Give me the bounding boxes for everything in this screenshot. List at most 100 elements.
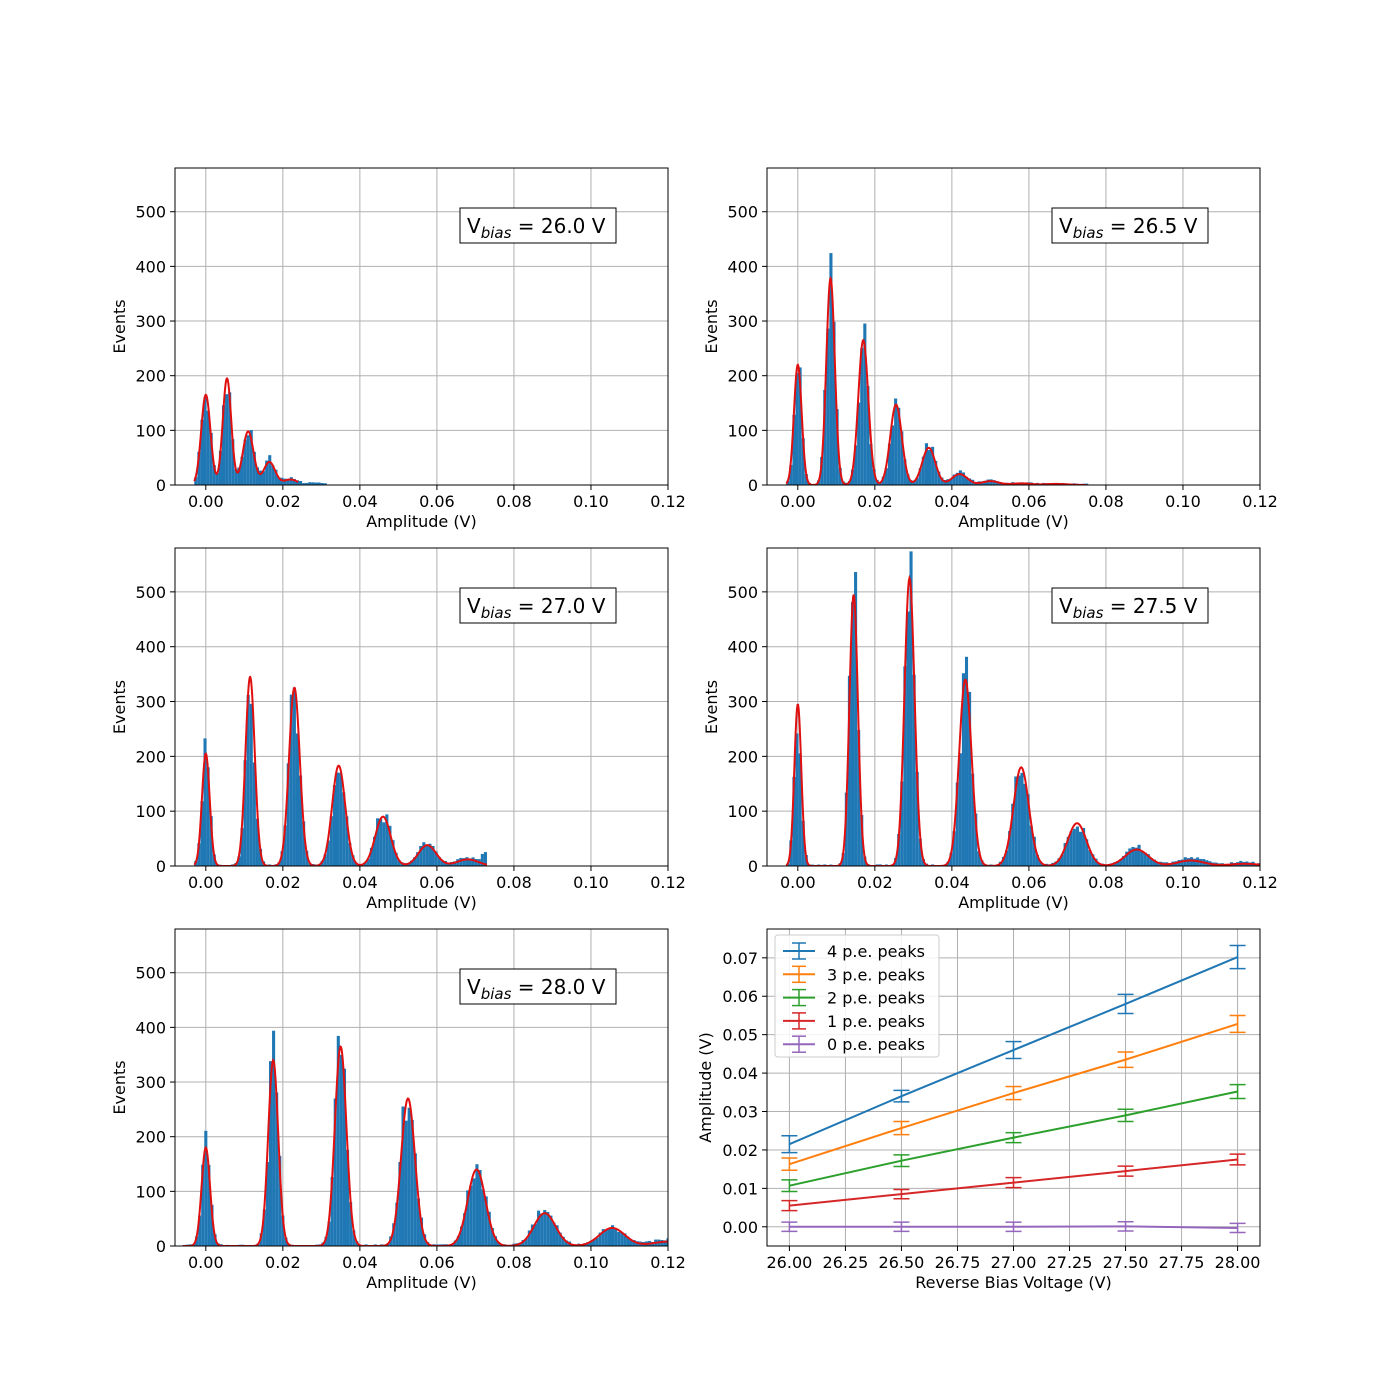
- histogram-bar: [271, 465, 275, 485]
- series-3: [781, 1153, 1246, 1212]
- histogram-bar: [228, 392, 232, 485]
- plot-area: [182, 1030, 668, 1246]
- histogram-bar: [1060, 854, 1064, 866]
- histogram-bar: [299, 481, 303, 485]
- histogram-bar: [376, 818, 380, 866]
- x-axis-label: Amplitude (V): [366, 1273, 477, 1292]
- histogram-bar: [262, 1209, 266, 1246]
- error-bar: [893, 1221, 910, 1233]
- histogram-bar: [626, 1236, 630, 1246]
- histogram-bar: [308, 482, 312, 485]
- histogram-bar: [416, 1198, 420, 1246]
- y-tick-label: 0.07: [722, 949, 758, 968]
- histogram-bar: [206, 767, 210, 866]
- histogram-bar: [207, 1164, 211, 1246]
- histogram-bar: [841, 852, 845, 866]
- bias-annotation: Vbias = 28.0 V: [459, 968, 617, 1005]
- histogram-bar: [1192, 858, 1197, 866]
- histogram-bar: [469, 1185, 473, 1246]
- histogram-bar: [555, 1225, 559, 1246]
- error-bar: [893, 1120, 910, 1136]
- histogram-bar: [804, 474, 808, 485]
- histogram-bar: [561, 1236, 565, 1246]
- histogram-bar: [231, 439, 235, 485]
- histogram-bar: [302, 821, 306, 866]
- x-tick-label: 0.06: [419, 1253, 455, 1272]
- legend-entry: 0 p.e. peaks: [783, 1035, 925, 1054]
- histogram-bar: [1140, 851, 1144, 866]
- y-tick-label: 400: [135, 638, 166, 657]
- histogram-bar: [1035, 854, 1039, 866]
- x-tick-label: 27.25: [1047, 1253, 1093, 1272]
- histogram-bar: [198, 1215, 202, 1246]
- histogram-bar: [1119, 859, 1123, 866]
- histogram-bar: [903, 666, 907, 866]
- error-bar: [1229, 1083, 1246, 1100]
- histogram-bar: [284, 1237, 288, 1246]
- histogram-bar: [1023, 783, 1027, 866]
- histogram-bar: [801, 820, 805, 866]
- histogram-bar: [992, 480, 996, 485]
- bias-annotation: Vbias = 26.0 V: [459, 207, 617, 244]
- histogram-bar: [283, 825, 287, 866]
- annotation-box: [459, 587, 617, 624]
- plot-area: [781, 944, 1246, 1234]
- legend-frame: [774, 934, 940, 1058]
- histogram-bar: [197, 843, 201, 866]
- histogram-bar: [533, 1223, 538, 1246]
- histogram-bar: [324, 1237, 328, 1246]
- histogram-bar: [958, 753, 962, 866]
- x-tick-label: 0.10: [573, 1253, 609, 1272]
- histogram-bar: [660, 1240, 664, 1246]
- histogram-bar: [1066, 836, 1070, 866]
- histogram-bar: [850, 602, 855, 866]
- error-bar: [1117, 993, 1134, 1015]
- histogram-bar: [558, 1232, 562, 1246]
- x-tick-label: 0.02: [265, 1253, 301, 1272]
- histogram-bar: [1017, 775, 1021, 866]
- histogram-bar: [440, 860, 444, 866]
- annotation-value: = 27.0 V: [511, 594, 605, 618]
- x-tick-label: 0.10: [573, 873, 609, 892]
- x-tick-label: 0.12: [650, 492, 686, 511]
- x-tick-label: 0.12: [650, 1253, 686, 1272]
- histogram-bar: [964, 656, 969, 866]
- histogram-bar: [1057, 858, 1061, 866]
- histogram-bar: [434, 851, 438, 866]
- annotation-box: [459, 968, 617, 1005]
- histogram-bar: [955, 782, 959, 866]
- x-tick-label: 0.06: [419, 492, 455, 511]
- histogram-bar: [209, 432, 213, 485]
- histogram-bar: [931, 446, 935, 485]
- histogram-bar: [388, 825, 392, 866]
- x-tick-label: 0.04: [342, 1253, 378, 1272]
- histogram-bar: [540, 1213, 544, 1246]
- histogram-bar: [203, 397, 207, 485]
- x-axis-label: Amplitude (V): [958, 512, 1069, 531]
- histogram-bar: [480, 853, 484, 866]
- histogram-bar: [398, 1162, 402, 1246]
- histogram-bar: [474, 859, 478, 866]
- x-axis-label: Amplitude (V): [958, 893, 1069, 912]
- histogram-bar: [792, 414, 796, 485]
- histogram-bar: [240, 828, 244, 866]
- histogram-bar: [475, 1164, 479, 1246]
- histogram-bar: [906, 611, 910, 866]
- histogram-bar: [317, 482, 321, 485]
- y-tick-label: 500: [727, 203, 758, 222]
- histogram-bar: [465, 857, 469, 866]
- histogram-bar: [564, 1240, 568, 1246]
- histogram-bar: [887, 443, 892, 485]
- x-tick-label: 27.75: [1159, 1253, 1205, 1272]
- histogram-bar: [277, 477, 281, 485]
- histogram-bar: [949, 478, 953, 485]
- histogram-bar: [487, 1211, 491, 1246]
- histogram-bar: [292, 687, 296, 866]
- histogram-bar: [252, 451, 256, 485]
- histogram-bar: [900, 431, 904, 485]
- histogram-bar: [283, 478, 287, 485]
- histogram-bar: [1038, 861, 1043, 866]
- legend-entry: 1 p.e. peaks: [783, 1012, 925, 1031]
- error-bar: [1229, 1014, 1246, 1034]
- histogram-bar: [311, 482, 315, 485]
